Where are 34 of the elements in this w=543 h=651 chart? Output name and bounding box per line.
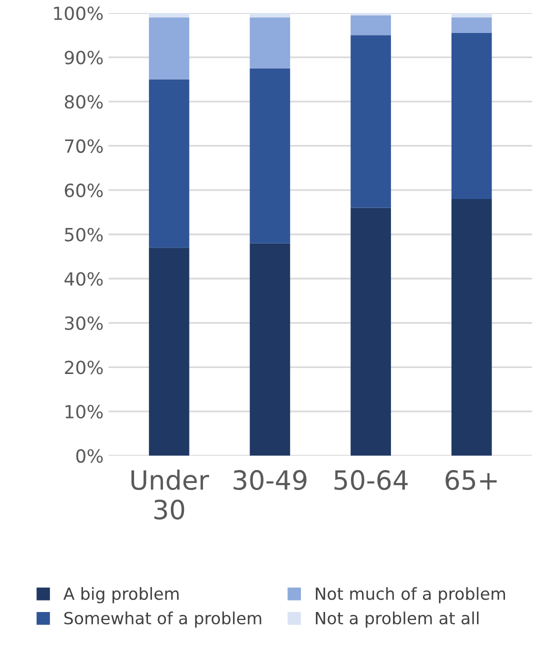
y-tick-label: 0% [76,449,103,463]
bar [451,32,492,199]
legend-label: Somewhat of a problem [64,612,262,628]
y-tick-label: 10% [66,404,103,419]
y-tick-label: 50% [65,228,103,242]
bar [350,35,391,208]
x-tick-label: 50-64 [334,470,408,490]
bar [148,17,190,80]
y-tick-label: 40% [64,272,103,286]
bar [451,13,492,18]
bar [250,13,290,18]
y-tick-label: 60% [64,184,103,198]
bar [451,198,492,456]
legend-label: A big problem [63,587,179,604]
bar [250,17,290,68]
bar [148,13,190,18]
x-tick-label: 30-49 [234,470,306,490]
x-tick-label: 65+ [446,470,497,490]
y-tick-label: 80% [64,95,103,109]
bar [350,208,391,456]
y-tick-label: 70% [65,139,103,153]
x-tick-label: Under 30 [131,470,210,520]
bar [250,68,290,244]
bar [250,243,290,456]
legend-label: Not a problem at all [316,612,478,628]
bar [350,15,391,36]
bar [148,248,190,456]
y-tick-label: 30% [64,316,103,330]
bar [148,79,190,248]
legend-label: Not much of a problem [316,587,505,604]
y-tick-label: 100% [54,6,103,20]
y-tick-label: 20% [64,360,103,374]
y-tick-label: 90% [64,50,103,64]
bar [451,17,492,33]
